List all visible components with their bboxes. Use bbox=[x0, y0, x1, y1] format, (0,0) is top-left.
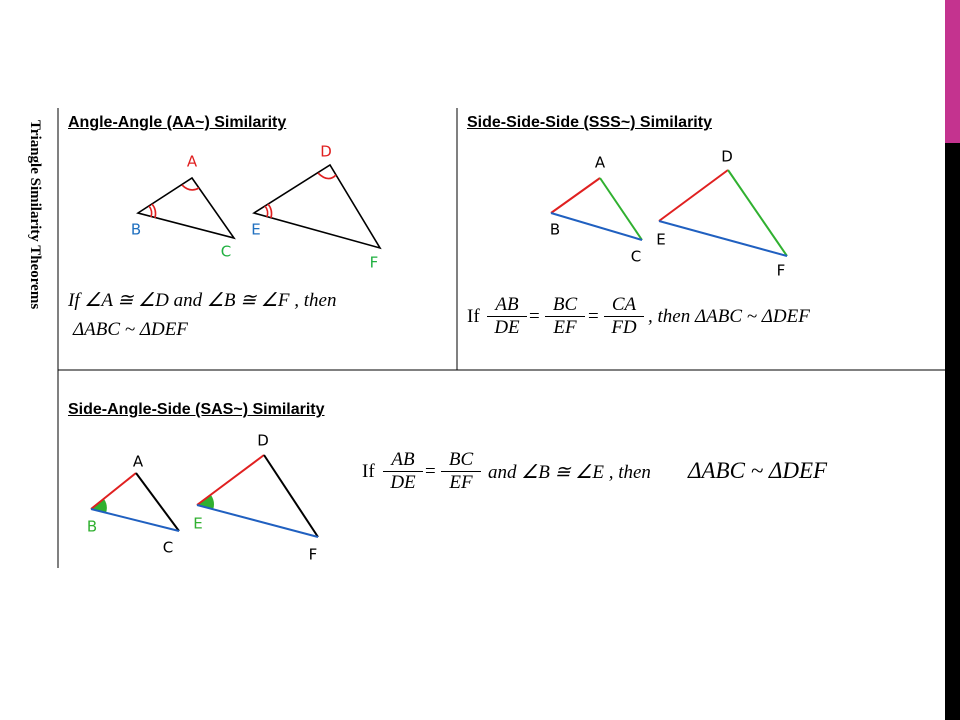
vertex-label: E bbox=[251, 221, 260, 239]
section-heading: Side-Angle-Side (SAS~) Similarity bbox=[68, 401, 325, 418]
fraction: AB DE bbox=[487, 294, 527, 339]
prefix: If bbox=[362, 461, 375, 482]
side-ac bbox=[599, 177, 643, 241]
side-ab bbox=[90, 472, 137, 510]
side-de bbox=[658, 169, 729, 222]
operator: = bbox=[529, 306, 540, 327]
operator: = bbox=[425, 461, 436, 482]
conclusion: ΔABC ~ ΔDEF bbox=[73, 319, 188, 340]
side-ab bbox=[550, 177, 601, 214]
denominator: EF bbox=[553, 317, 577, 338]
vertex-label: D bbox=[721, 148, 733, 166]
triangle-def bbox=[252, 163, 382, 250]
angle-arc bbox=[181, 184, 200, 191]
sss-triangles bbox=[550, 169, 788, 257]
side-ef bbox=[196, 504, 319, 538]
vertex-label: C bbox=[631, 248, 641, 266]
section-heading: Side-Side-Side (SSS~) Similarity bbox=[467, 114, 712, 131]
prefix: If bbox=[467, 306, 480, 327]
side-df bbox=[727, 169, 788, 257]
numerator: CA bbox=[604, 294, 644, 317]
fraction: BC EF bbox=[441, 449, 481, 494]
side-bc bbox=[550, 212, 643, 241]
sas-triangles bbox=[90, 454, 319, 538]
vertex-label: A bbox=[133, 453, 144, 471]
numerator: AB bbox=[383, 449, 423, 472]
vertex-label: A bbox=[595, 154, 606, 172]
vertex-label: B bbox=[131, 221, 141, 239]
side-ac bbox=[135, 472, 180, 532]
suffix: , then ΔABC ~ ΔDEF bbox=[648, 306, 810, 327]
fraction: BC EF bbox=[545, 294, 585, 339]
side-df bbox=[263, 454, 319, 538]
vertex-label: E bbox=[193, 515, 202, 533]
vertex-label: E bbox=[656, 231, 665, 249]
vertex-label: C bbox=[163, 539, 173, 557]
denominator: DE bbox=[494, 317, 520, 338]
angle-arc bbox=[264, 203, 273, 219]
vertex-label: D bbox=[257, 432, 269, 450]
operator: = bbox=[588, 306, 599, 327]
vertex-label: C bbox=[221, 243, 231, 261]
side-de bbox=[196, 454, 265, 506]
vertex-label: F bbox=[309, 546, 318, 564]
vertex-label: F bbox=[370, 254, 379, 272]
conclusion: ΔABC ~ ΔDEF bbox=[688, 458, 828, 483]
side-bc bbox=[90, 508, 180, 532]
side-bar-accent bbox=[945, 0, 960, 143]
vertex-label: D bbox=[320, 143, 332, 161]
vertex-label: B bbox=[87, 518, 97, 536]
numerator: BC bbox=[441, 449, 481, 472]
vertex-label: A bbox=[187, 153, 198, 171]
side-bar-black bbox=[945, 0, 960, 720]
numerator: BC bbox=[545, 294, 585, 317]
denominator: EF bbox=[449, 472, 473, 493]
table-lines bbox=[57, 108, 945, 568]
vertex-label: F bbox=[777, 262, 786, 280]
aa-triangles bbox=[136, 163, 382, 250]
vertex-label: B bbox=[550, 221, 560, 239]
denominator: FD bbox=[611, 317, 637, 338]
denominator: DE bbox=[390, 472, 416, 493]
angle-arc bbox=[317, 172, 337, 180]
condition: and ∠B ≅ ∠E , then bbox=[488, 462, 651, 483]
condition: If ∠A ≅ ∠D and ∠B ≅ ∠F , then bbox=[68, 290, 337, 311]
numerator: AB bbox=[487, 294, 527, 317]
side-ef bbox=[658, 220, 788, 257]
angle-arc bbox=[148, 203, 157, 219]
fraction: AB DE bbox=[383, 449, 423, 494]
section-heading: Angle-Angle (AA~) Similarity bbox=[68, 114, 287, 131]
triangle-abc bbox=[136, 176, 236, 240]
fraction: CA FD bbox=[604, 294, 644, 339]
